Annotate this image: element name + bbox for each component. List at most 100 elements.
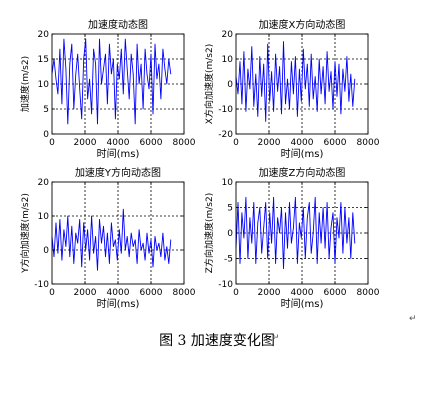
data-point xyxy=(251,46,253,47)
data-point xyxy=(132,246,134,248)
data-point xyxy=(302,207,304,208)
data-point xyxy=(241,103,243,105)
data-point xyxy=(304,258,306,259)
data-point xyxy=(112,246,114,248)
data-point xyxy=(350,73,352,75)
data-point xyxy=(259,56,261,57)
paragraph-mark: ↵ xyxy=(272,333,280,343)
data-point xyxy=(243,51,245,52)
data-point xyxy=(291,242,292,244)
data-point xyxy=(312,232,314,234)
data-point xyxy=(156,78,158,80)
x-axis-label: 时间(ms) xyxy=(281,147,324,160)
data-point xyxy=(265,121,267,122)
data-point xyxy=(122,208,124,210)
data-point xyxy=(130,232,132,234)
data-point xyxy=(245,196,247,198)
data-point xyxy=(267,258,269,259)
data-point xyxy=(322,207,324,208)
y-tick-label: 10 xyxy=(38,80,50,90)
data-point xyxy=(346,56,348,57)
y-tick-label: -10 xyxy=(34,280,49,290)
data-point xyxy=(75,73,77,75)
data-point xyxy=(156,249,158,251)
data-point xyxy=(295,56,296,57)
x-tick-label: 2000 xyxy=(258,138,281,148)
data-point xyxy=(150,53,152,55)
figure-caption: 图 3 加速度变化图 xyxy=(159,333,275,349)
data-point xyxy=(168,58,170,60)
data-point xyxy=(350,258,352,259)
x-tick-label: 6000 xyxy=(140,138,163,148)
data-point xyxy=(128,98,130,100)
data-point xyxy=(170,239,172,241)
data-point xyxy=(298,68,300,70)
data-point xyxy=(105,53,106,55)
data-point xyxy=(269,212,271,214)
data-point xyxy=(237,93,239,95)
data-point xyxy=(53,256,55,258)
data-point xyxy=(122,93,124,95)
data-point xyxy=(107,103,108,105)
data-point xyxy=(291,61,292,62)
data-point xyxy=(338,237,340,239)
data-point xyxy=(269,101,271,102)
data-point xyxy=(136,263,138,264)
x-tick-label: 2000 xyxy=(258,288,281,298)
data-point xyxy=(279,232,280,234)
data-point xyxy=(112,58,114,60)
data-point xyxy=(251,242,253,244)
data-point xyxy=(253,106,255,107)
data-point xyxy=(354,242,356,244)
data-point xyxy=(164,259,166,261)
data-point xyxy=(55,78,57,80)
data-point xyxy=(57,93,59,95)
data-point xyxy=(69,256,71,258)
data-point xyxy=(283,268,284,270)
data-point xyxy=(318,212,320,214)
chart-panel-2: 0 2000 4000 6000 8000 -20 -10 0 10 20 加速度X方向动态图时间(… xyxy=(203,18,380,160)
data-point xyxy=(255,263,257,264)
data-point xyxy=(87,229,89,231)
data-point xyxy=(95,236,96,237)
data-point xyxy=(249,217,251,219)
data-point xyxy=(320,242,322,244)
data-point xyxy=(273,196,275,198)
x-tick-label: 6000 xyxy=(324,138,347,148)
data-point xyxy=(293,93,294,95)
data-point xyxy=(109,263,110,264)
data-point xyxy=(97,270,98,271)
data-point xyxy=(79,88,81,90)
data-point xyxy=(126,236,128,237)
data-point xyxy=(158,242,160,244)
data-point xyxy=(318,58,320,60)
data-point xyxy=(340,202,342,203)
data-point xyxy=(77,53,79,55)
data-point xyxy=(352,212,354,214)
x-tick-label: 8000 xyxy=(173,288,196,298)
data-point xyxy=(73,263,75,264)
y-tick-label: -10 xyxy=(218,280,233,290)
data-point xyxy=(160,256,162,258)
data-point xyxy=(352,106,354,107)
data-point xyxy=(146,232,148,234)
y-tick-label: -5 xyxy=(224,255,233,265)
chart-title: 加速度Z方向动态图 xyxy=(259,166,346,179)
x-tick-label: 4000 xyxy=(291,138,314,148)
data-point xyxy=(67,215,69,217)
x-tick-label: 0 xyxy=(233,288,239,298)
data-point xyxy=(114,239,116,241)
data-point xyxy=(239,263,241,264)
x-tick-label: 6000 xyxy=(140,288,163,298)
data-point xyxy=(334,61,336,62)
data-point xyxy=(304,88,306,90)
data-point xyxy=(146,73,148,75)
data-point xyxy=(101,83,102,85)
chart-title: 加速度动态图 xyxy=(88,18,148,31)
data-point xyxy=(257,222,259,224)
data-point xyxy=(103,68,104,70)
data-point xyxy=(275,263,276,264)
data-point xyxy=(253,202,255,203)
data-point xyxy=(340,113,342,115)
